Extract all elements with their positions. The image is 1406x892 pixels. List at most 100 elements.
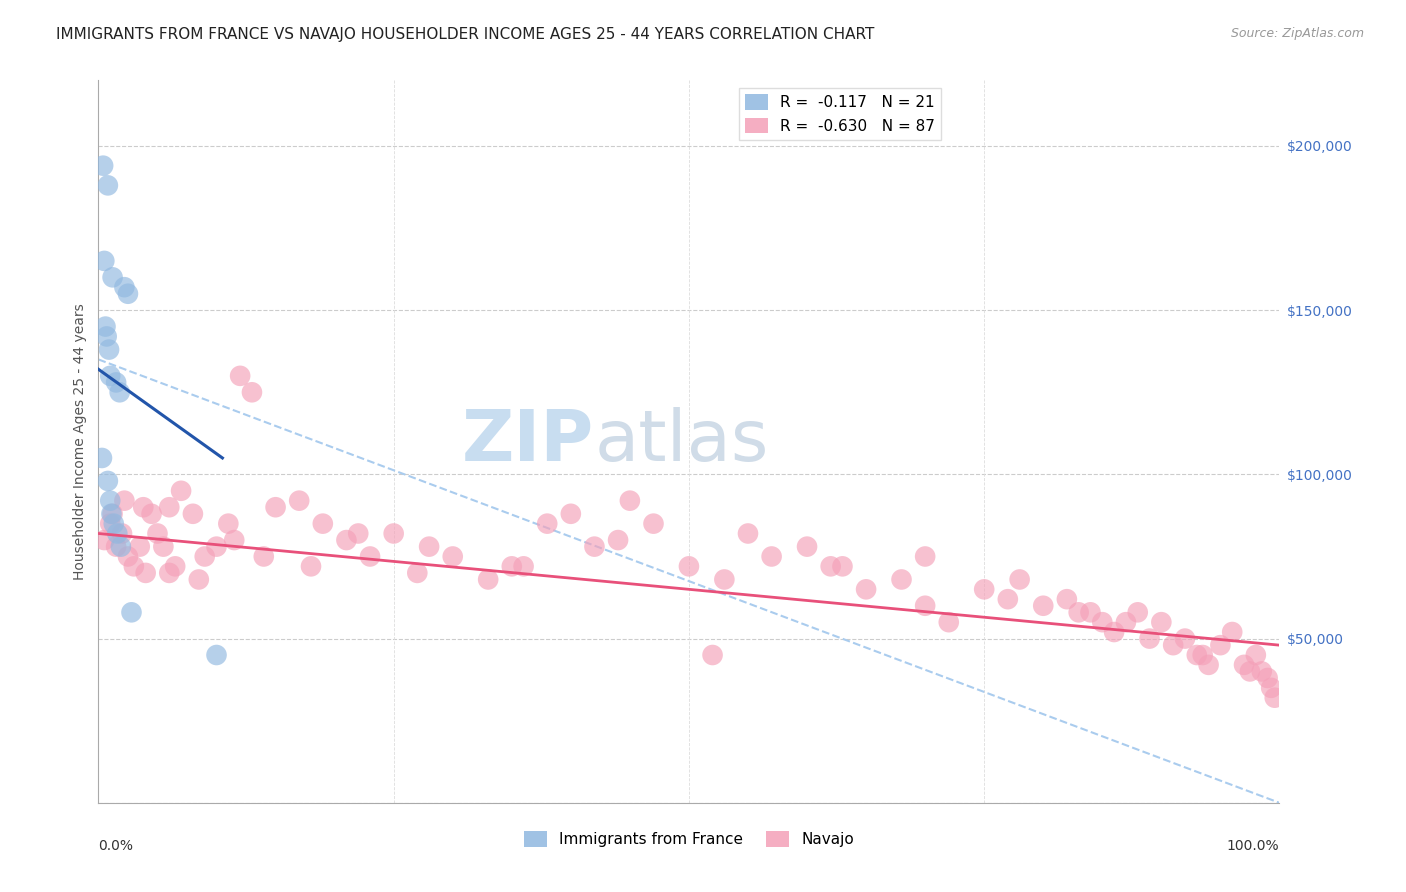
Point bbox=[831, 559, 853, 574]
Text: atlas: atlas bbox=[595, 407, 769, 476]
Point bbox=[477, 573, 499, 587]
Point bbox=[187, 573, 209, 587]
Point bbox=[112, 493, 135, 508]
Point bbox=[1126, 605, 1149, 619]
Point bbox=[1150, 615, 1173, 630]
Point bbox=[165, 559, 187, 574]
Point bbox=[103, 516, 125, 531]
Point bbox=[132, 500, 155, 515]
Point bbox=[583, 540, 606, 554]
Point bbox=[98, 493, 121, 508]
Point bbox=[973, 582, 995, 597]
Point bbox=[299, 559, 322, 574]
Point bbox=[359, 549, 381, 564]
Point bbox=[914, 599, 936, 613]
Point bbox=[1220, 625, 1243, 640]
Point bbox=[1115, 615, 1137, 630]
Point bbox=[93, 253, 115, 268]
Point bbox=[264, 500, 287, 515]
Point bbox=[1260, 681, 1282, 695]
Legend: Immigrants from France, Navajo: Immigrants from France, Navajo bbox=[517, 825, 860, 853]
Point bbox=[702, 648, 724, 662]
Point bbox=[1139, 632, 1161, 646]
Point bbox=[1250, 665, 1272, 679]
Point bbox=[117, 549, 139, 564]
Point bbox=[181, 507, 204, 521]
Point bbox=[1233, 657, 1256, 672]
Point bbox=[111, 526, 134, 541]
Point bbox=[678, 559, 700, 574]
Point bbox=[1239, 665, 1261, 679]
Point bbox=[152, 540, 174, 554]
Point bbox=[1067, 605, 1090, 619]
Point bbox=[117, 286, 139, 301]
Point bbox=[146, 526, 169, 541]
Point bbox=[224, 533, 246, 547]
Point bbox=[157, 566, 180, 580]
Point bbox=[101, 507, 124, 521]
Point bbox=[100, 507, 122, 521]
Point bbox=[737, 526, 759, 541]
Point bbox=[128, 540, 150, 554]
Point bbox=[1198, 657, 1220, 672]
Point bbox=[110, 540, 132, 554]
Point bbox=[914, 549, 936, 564]
Point bbox=[217, 516, 239, 531]
Point bbox=[98, 516, 121, 531]
Point bbox=[1161, 638, 1184, 652]
Point bbox=[157, 500, 180, 515]
Point bbox=[288, 493, 311, 508]
Point bbox=[1244, 648, 1267, 662]
Point bbox=[170, 483, 193, 498]
Point bbox=[205, 540, 228, 554]
Point bbox=[1264, 690, 1286, 705]
Point bbox=[501, 559, 523, 574]
Text: 0.0%: 0.0% bbox=[98, 838, 134, 853]
Point bbox=[1191, 648, 1213, 662]
Point bbox=[418, 540, 440, 554]
Point bbox=[997, 592, 1019, 607]
Point bbox=[619, 493, 641, 508]
Point bbox=[512, 559, 534, 574]
Point bbox=[1209, 638, 1232, 652]
Point bbox=[1257, 671, 1279, 685]
Point bbox=[253, 549, 276, 564]
Text: 100.0%: 100.0% bbox=[1227, 838, 1279, 853]
Point bbox=[112, 280, 135, 294]
Point bbox=[98, 343, 121, 357]
Point bbox=[97, 474, 120, 488]
Point bbox=[229, 368, 252, 383]
Point bbox=[105, 540, 128, 554]
Point bbox=[406, 566, 429, 580]
Point bbox=[796, 540, 818, 554]
Point bbox=[96, 329, 118, 343]
Point bbox=[938, 615, 960, 630]
Point bbox=[108, 385, 131, 400]
Point bbox=[135, 566, 157, 580]
Point bbox=[105, 526, 128, 541]
Point bbox=[91, 159, 114, 173]
Point bbox=[122, 559, 145, 574]
Point bbox=[91, 450, 114, 465]
Point bbox=[1174, 632, 1197, 646]
Point bbox=[101, 270, 124, 285]
Point bbox=[312, 516, 335, 531]
Point bbox=[141, 507, 163, 521]
Point bbox=[1056, 592, 1078, 607]
Point bbox=[240, 385, 263, 400]
Point bbox=[105, 376, 128, 390]
Point bbox=[121, 605, 143, 619]
Point bbox=[97, 178, 120, 193]
Point bbox=[1032, 599, 1054, 613]
Point bbox=[643, 516, 665, 531]
Point bbox=[335, 533, 357, 547]
Point bbox=[205, 648, 228, 662]
Point bbox=[441, 549, 464, 564]
Point bbox=[1008, 573, 1031, 587]
Point bbox=[1102, 625, 1125, 640]
Point bbox=[98, 368, 121, 383]
Point bbox=[1080, 605, 1102, 619]
Point bbox=[536, 516, 558, 531]
Point bbox=[1091, 615, 1114, 630]
Text: IMMIGRANTS FROM FRANCE VS NAVAJO HOUSEHOLDER INCOME AGES 25 - 44 YEARS CORRELATI: IMMIGRANTS FROM FRANCE VS NAVAJO HOUSEHO… bbox=[56, 27, 875, 42]
